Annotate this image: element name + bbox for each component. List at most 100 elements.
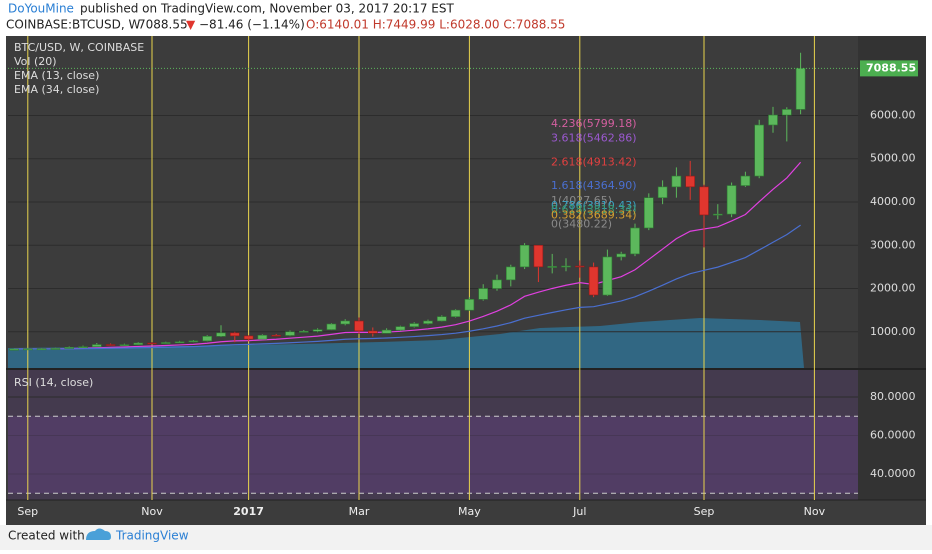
symbol: COINBASE:BTCUSD, W: [6, 18, 141, 32]
candle-body: [22, 348, 33, 351]
candle-body: [574, 265, 585, 268]
price-axis-bg: [858, 36, 926, 500]
candle-body: [230, 332, 240, 337]
y-tick-label: 60.0000: [870, 428, 916, 441]
candle-body: [119, 344, 130, 346]
brand[interactable]: TradingView: [115, 529, 189, 543]
candle-body: [216, 332, 226, 337]
footer-bg: [0, 525, 932, 550]
candle-body: [561, 265, 571, 268]
candle-body: [795, 68, 806, 110]
candle-body: [243, 335, 254, 340]
candle-body: [285, 331, 295, 336]
fib-label: 1(4027.65): [551, 194, 612, 207]
candle-body: [699, 186, 709, 216]
legend-entry: EMA (13, close): [14, 69, 99, 82]
candle-body: [602, 256, 613, 296]
candle-body: [726, 185, 737, 215]
y-tick-label: 2000.00: [870, 282, 916, 295]
fib-label: 0(3480.22): [551, 217, 612, 230]
candle-body: [367, 330, 378, 334]
fib-label: 0.786(3910.43): [551, 199, 637, 212]
candle-body: [630, 227, 640, 255]
x-tick-label: Nov: [804, 505, 826, 518]
candle-body: [533, 244, 544, 268]
x-tick-label: Jul: [572, 505, 586, 518]
x-tick-label: 2017: [233, 505, 264, 518]
author[interactable]: DoYouMine: [8, 2, 74, 16]
candle-body: [519, 244, 530, 268]
candle-body: [740, 175, 751, 186]
candle-body: [657, 186, 668, 198]
x-tick-label: May: [458, 505, 481, 518]
last-price: 7088.55: [138, 18, 188, 32]
candle-body: [147, 342, 157, 345]
candle-body: [712, 213, 723, 216]
logo: [86, 528, 111, 540]
fib-label: 0.618(3818.34): [551, 203, 637, 216]
candle-body: [188, 340, 199, 343]
candle-body: [50, 348, 61, 350]
candle-body: [36, 348, 47, 351]
candle-body: [754, 124, 765, 177]
legend-entry: BTC/USD, W, COINBASE: [14, 41, 144, 54]
candle-body: [685, 175, 696, 188]
candle-body: [9, 348, 19, 351]
rsi-band: [8, 416, 858, 494]
last-price-box: [860, 60, 918, 77]
last-price-label: 7088.55: [866, 61, 916, 74]
candle-body: [547, 266, 558, 268]
candle-body: [436, 316, 447, 322]
candle-body: [92, 344, 102, 348]
candle-body: [395, 326, 406, 331]
candle-body: [768, 114, 778, 126]
rsi-title: RSI (14, close): [14, 376, 93, 389]
candle-body: [478, 288, 489, 300]
fib-label: 1.618(4364.90): [551, 179, 637, 192]
y-tick-label: 5000.00: [870, 152, 916, 165]
candle-body: [340, 320, 351, 325]
candle-body: [781, 109, 792, 116]
candle-body: [161, 342, 171, 344]
fib-label: 4.236(5799.18): [551, 117, 637, 130]
candle-body: [174, 341, 185, 344]
candle-body: [298, 331, 309, 333]
created-with: Created with: [8, 529, 85, 543]
candle-body: [354, 320, 364, 332]
y-tick-label: 6000.00: [870, 108, 916, 121]
ema-line: [13, 224, 801, 350]
volume-area: [8, 318, 804, 368]
fib-label: 2.618(4913.42): [551, 155, 637, 168]
candle-body: [616, 253, 627, 258]
x-tick-label: Sep: [17, 505, 38, 518]
ohlc: O:6140.01 H:7449.99 L:6028.00 C:7088.55: [306, 18, 565, 32]
candle-body: [492, 279, 502, 289]
y-tick-label: 1000.00: [870, 325, 916, 338]
candle-body: [671, 175, 682, 188]
legend-entry: Vol (20): [14, 55, 57, 68]
x-tick-label: Mar: [349, 505, 370, 518]
candle-body: [78, 346, 88, 349]
legend-entry: EMA (34, close): [14, 83, 99, 96]
candle-body: [450, 309, 461, 317]
candle-body: [133, 342, 143, 345]
candle-body: [588, 266, 599, 296]
y-tick-label: 40.0000: [870, 467, 916, 480]
y-tick-label: 80.0000: [870, 390, 916, 403]
candle-body: [643, 197, 654, 229]
y-tick-label: 4000.00: [870, 195, 916, 208]
candle-body: [271, 334, 282, 337]
y-tick-label: 3000.00: [870, 238, 916, 251]
ema-line: [13, 161, 802, 350]
candle-body: [105, 344, 116, 346]
candle-body: [381, 329, 392, 334]
candle-body: [423, 320, 433, 324]
candle-body: [312, 329, 323, 332]
x-tick-label: Nov: [141, 505, 163, 518]
candle-body: [464, 299, 475, 311]
candle-body: [64, 347, 74, 349]
candle-body: [409, 323, 420, 327]
candle-body: [326, 323, 337, 330]
candle-body: [505, 266, 516, 281]
